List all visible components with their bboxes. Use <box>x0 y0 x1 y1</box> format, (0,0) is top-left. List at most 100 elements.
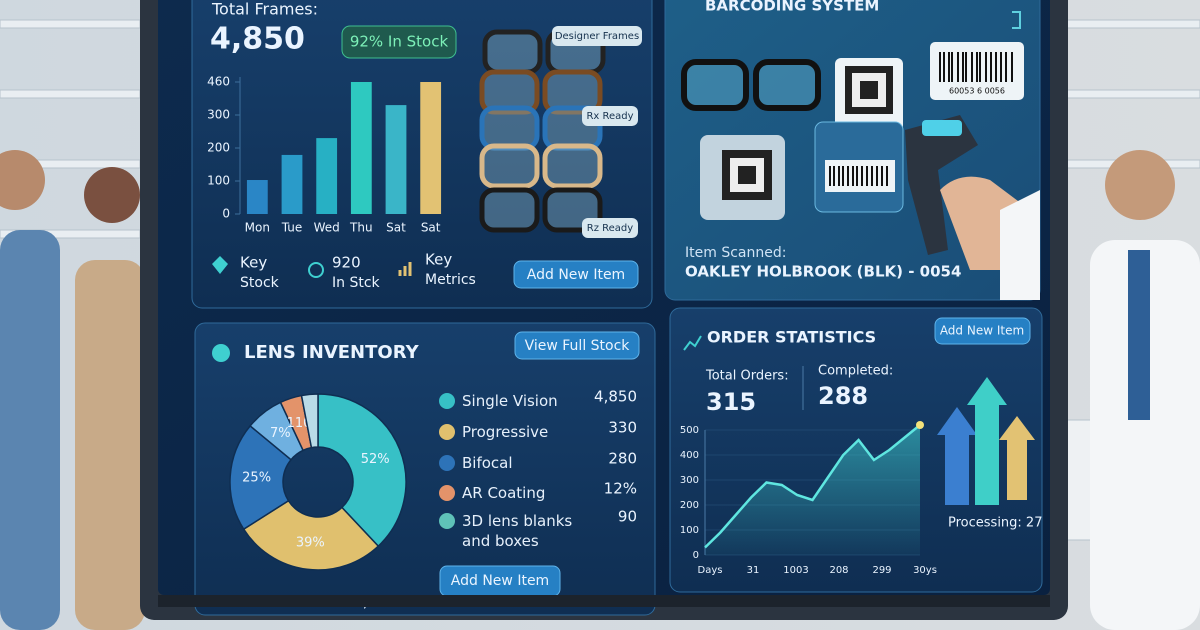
x-tick-label: 30ys <box>913 565 937 576</box>
metric-label: Key <box>240 254 267 272</box>
legend-label: Bifocal <box>462 454 513 472</box>
legend-label-box: AR Coating <box>462 484 546 502</box>
barcode-text: 60053 6 0056 <box>949 87 1005 96</box>
pie-slice <box>242 499 380 571</box>
bar <box>385 105 407 214</box>
legend-label: AR Coating <box>462 484 546 502</box>
line <box>704 424 921 549</box>
pie-slice <box>300 393 319 449</box>
add-item-button[interactable] <box>513 260 639 289</box>
x-tick-label: Sat <box>386 221 406 235</box>
legend-swatch <box>439 393 455 409</box>
stat-label: Completed: <box>818 364 893 379</box>
stat-value: 288 <box>818 382 868 410</box>
metric-sub: Metrics <box>425 272 476 288</box>
y-tick-label: 200 <box>207 141 230 155</box>
x-tick-label: Tue <box>281 221 303 235</box>
y-tick-label: 100 <box>207 174 230 188</box>
icon <box>308 262 324 278</box>
tag <box>582 106 638 126</box>
line-area <box>705 425 920 555</box>
x-tick-label: Mon <box>245 221 270 235</box>
scanned-label: Item Scanned: <box>685 245 786 261</box>
x-tick-label: Wed <box>314 221 340 235</box>
badge-text: 92% In Stock <box>350 33 449 51</box>
tag <box>552 26 642 46</box>
y-tick-label: 300 <box>207 108 230 122</box>
legend-amount: 90 <box>618 508 637 526</box>
x-tick-label: 299 <box>872 565 891 576</box>
icon <box>212 344 230 362</box>
panel-title: BARCODING SYSTEM <box>705 0 879 15</box>
tag <box>582 218 638 238</box>
view-stock-button[interactable] <box>514 331 640 360</box>
stat-value: 315 <box>706 388 756 416</box>
x-tick-label: Days <box>698 565 723 576</box>
legend-amount: 280 <box>608 450 637 468</box>
add-item-button[interactable] <box>934 317 1031 345</box>
legend-swatch <box>439 424 455 440</box>
metric-label: 920 <box>332 254 361 272</box>
tag-text: Rx Ready <box>586 111 633 122</box>
qr-cards <box>700 42 1024 220</box>
slice-label: 7% <box>270 426 291 441</box>
tag-text: Designer Frames <box>555 31 639 42</box>
arrows <box>937 377 1035 505</box>
button-text: View Full Stock <box>525 338 631 354</box>
legend-swatch <box>439 485 455 501</box>
button-text: Add New Item <box>940 324 1024 338</box>
legend-label-box: Single Vision <box>462 392 558 410</box>
legend-amount: 4,850 <box>594 388 637 406</box>
legend-amount: 330 <box>608 419 637 437</box>
scanner <box>905 115 1040 300</box>
slice-label: 39% <box>296 536 325 551</box>
x-tick-label: 31 <box>747 565 760 576</box>
bar <box>246 180 268 214</box>
slice-label: 25% <box>242 471 271 486</box>
processing: Processing: 27 <box>948 516 1042 531</box>
metric-sub: Stock <box>240 275 280 291</box>
bar <box>350 82 372 214</box>
bar <box>316 138 338 214</box>
panel-title: Total Frames: <box>211 0 318 19</box>
x-tick-label: 1003 <box>783 565 808 576</box>
bar <box>281 154 303 214</box>
people <box>0 150 1200 630</box>
bezel-bottom <box>158 595 1050 607</box>
metric-label: Key <box>425 251 452 269</box>
legend-swatch <box>439 455 455 471</box>
tag-text: Rz Ready <box>587 223 634 234</box>
pie-slice <box>229 424 293 531</box>
button-text: Add New Item <box>527 267 625 283</box>
badge <box>341 25 457 59</box>
legend-label: Single Vision <box>462 392 558 410</box>
pie-slice <box>317 393 407 548</box>
icon <box>212 256 228 274</box>
y-tick-label: 400 <box>680 450 699 461</box>
legend-label-box: Bifocal <box>462 454 513 472</box>
slice-label: 52% <box>361 452 390 467</box>
y-tick-label: 0 <box>693 550 699 561</box>
scanned-item: OAKLEY HOLBROOK (BLK) - 0054 <box>685 263 961 281</box>
metric-sub: In Stck <box>332 275 381 291</box>
x-tick-label: Thu <box>349 221 373 235</box>
x-tick-label: Sat <box>421 221 441 235</box>
bar <box>420 82 442 214</box>
y-tick-label: 100 <box>680 525 699 536</box>
icon <box>398 262 412 276</box>
total-frames: 4,850 <box>210 22 305 57</box>
glasses <box>681 59 821 111</box>
panel-title: ORDER STATISTICS <box>707 328 876 347</box>
y-tick-label: 460 <box>207 75 230 89</box>
frames-images <box>479 29 606 233</box>
stat-label: Total Orders: <box>705 369 789 384</box>
legend-swatch <box>439 513 455 529</box>
panel-title: LENS INVENTORY <box>244 342 420 363</box>
icon <box>1012 11 1021 29</box>
legend-label-box: 3D lens blanks and boxes <box>462 512 572 550</box>
legend-amount: 12% <box>604 480 637 498</box>
y-tick-label: 500 <box>680 425 699 436</box>
legend-label: Progressive <box>462 423 549 441</box>
y-tick-label: 200 <box>680 500 699 511</box>
